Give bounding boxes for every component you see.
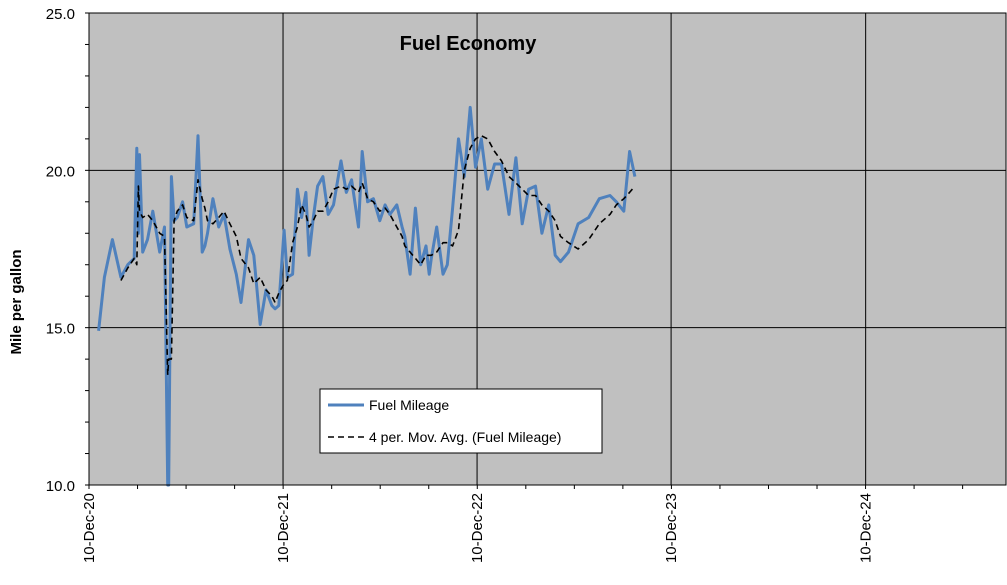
x-tick-labels: 10-Dec-20 10-Dec-21 10-Dec-22 10-Dec-23 10-D… — [81, 493, 875, 563]
legend-label-fuel-mileage: Fuel Mileage — [369, 397, 449, 413]
x-tick-label: 10-Dec-21 — [275, 493, 292, 563]
x-tick-label: 10-Dec-24 — [858, 493, 875, 563]
y-tick-labels: 10.0 15.0 20.0 25.0 — [46, 6, 75, 495]
y-tick-label: 20.0 — [46, 163, 75, 180]
y-tick-label: 25.0 — [46, 6, 75, 23]
y-axis-label: Mile per gallon — [8, 249, 25, 354]
minor-ticks — [85, 12, 964, 489]
fuel-mileage-line — [97, 105, 637, 487]
y-tick-label: 15.0 — [46, 321, 75, 338]
plot-frame — [88, 12, 1007, 486]
x-tick-label: 10-Dec-20 — [81, 493, 98, 563]
x-tick-label: 10-Dec-23 — [663, 493, 680, 563]
legend-label-moving-average: 4 per. Mov. Avg. (Fuel Mileage) — [369, 429, 561, 445]
moving-average-line — [120, 134, 636, 376]
series-lines — [97, 105, 637, 487]
chart-title: Fuel Economy — [400, 33, 538, 55]
legend-box — [319, 388, 603, 454]
x-tick-label: 10-Dec-22 — [469, 493, 486, 563]
y-tick-label: 10.0 — [46, 478, 75, 495]
legend: Fuel Mileage 4 per. Mov. Avg. (Fuel Mile… — [319, 388, 603, 454]
